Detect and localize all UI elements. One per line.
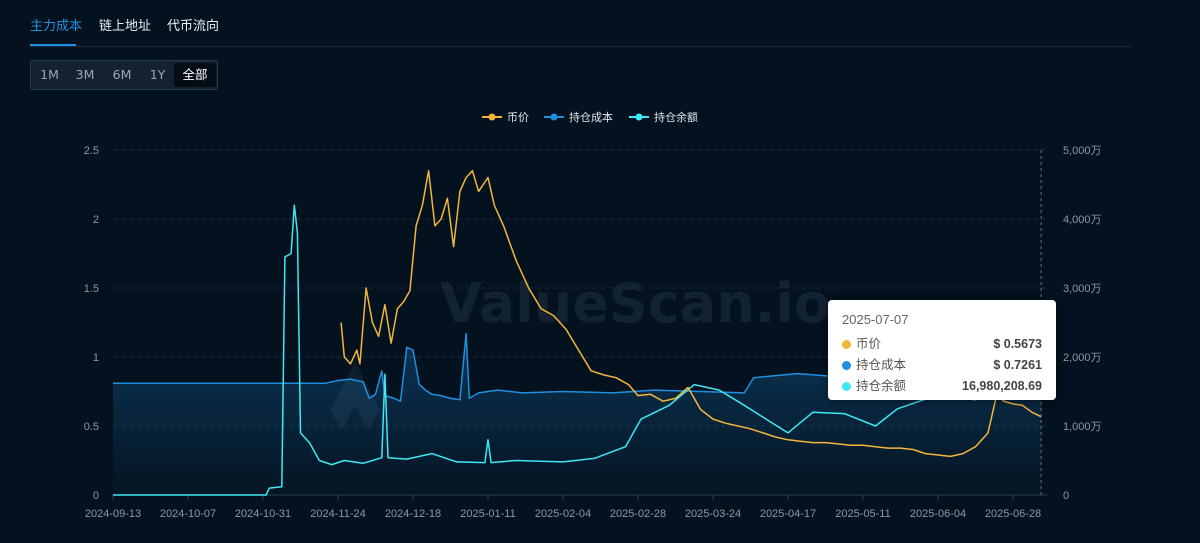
x-tick-label: 2025-05-11 <box>835 508 890 520</box>
tooltip-label-cost: 持仓成本 <box>856 358 907 372</box>
range-button-all[interactable]: 全部 <box>174 63 216 87</box>
y-right-tick-label: 2,000万 <box>1063 352 1102 364</box>
x-tick-label: 2024-10-31 <box>235 508 291 520</box>
tooltip-row-balance: 持仓余额 16,980,208.69 <box>842 376 1056 397</box>
y-left-tick-label: 2.5 <box>84 145 99 157</box>
x-tick-label: 2025-01-11 <box>460 508 515 520</box>
y-right-tick-label: 4,000万 <box>1063 214 1102 226</box>
main-cost-chart[interactable]: ValueScan.io 0 0.5 1 1.5 2 2.5 0 1,000万 2,000万 3,0… <box>0 100 1200 543</box>
tab-token-flow[interactable]: 代币流向 <box>167 19 220 34</box>
tooltip-label-balance: 持仓余额 <box>856 379 907 393</box>
tooltip-row-price: 币价 $ 0.5673 <box>842 334 1056 355</box>
tooltip-value-cost: $ 0.7261 <box>993 358 1042 372</box>
chart-tooltip: 2025-07-07 币价 $ 0.5673 持仓成本 $ 0.7261 持仓余… <box>828 300 1056 400</box>
tooltip-value-price: $ 0.5673 <box>993 337 1042 351</box>
y-left-tick-label: 0.5 <box>84 421 99 433</box>
tooltip-value-balance: 16,980,208.69 <box>962 379 1042 393</box>
range-button-1y[interactable]: 1Y <box>149 67 166 82</box>
price-series-line <box>340 169 1042 458</box>
cost-area-fill <box>113 333 1042 495</box>
legend-label-1: 持仓成本 <box>569 110 613 124</box>
tooltip-date: 2025-07-07 <box>842 312 909 327</box>
balance-series-line <box>113 204 1042 496</box>
legend-label-0: 币价 <box>507 111 529 124</box>
x-tick-label: 2024-12-18 <box>385 508 441 520</box>
legend-marker-1 <box>550 113 558 121</box>
x-tick-label: 2024-11-24 <box>310 508 365 520</box>
legend-marker-2 <box>635 113 643 121</box>
time-range-selector: 1M 3M 6M 1Y 全部 <box>30 60 218 90</box>
y-left-tick-label: 1 <box>93 352 99 364</box>
x-tick-label: 2025-02-28 <box>610 508 666 520</box>
y-left-tick-label: 2 <box>93 214 99 226</box>
x-tick-label: 2024-10-07 <box>160 508 216 520</box>
y-right-tick-label: 5,000万 <box>1063 145 1102 157</box>
x-tick-label: 2025-06-04 <box>910 508 966 520</box>
x-tick-label: 2024-09-13 <box>85 508 141 520</box>
watermark-text: ValueScan.io <box>440 272 831 335</box>
range-button-6m[interactable]: 6M <box>112 67 132 82</box>
tab-onchain-address[interactable]: 链上地址 <box>99 19 152 34</box>
active-tab-underline <box>30 44 76 46</box>
tooltip-dot-cost <box>842 361 851 370</box>
tab-bar: 主力成本 链上地址 代币流向 <box>30 0 1132 47</box>
range-button-1m[interactable]: 1M <box>40 67 59 82</box>
x-tick-label: 2025-06-28 <box>985 508 1041 520</box>
x-tick-label: 2025-04-17 <box>760 508 816 520</box>
x-tick-label: 2025-03-24 <box>685 508 741 520</box>
y-right-tick-label: 0 <box>1063 490 1069 502</box>
tooltip-label-price: 币价 <box>856 337 882 351</box>
tab-main-cost[interactable]: 主力成本 <box>30 19 83 34</box>
y-right-tick-label: 1,000万 <box>1063 421 1102 433</box>
cost-series-line <box>113 332 1042 402</box>
y-left-tick-label: 0 <box>93 490 99 502</box>
tooltip-dot-balance <box>842 382 851 391</box>
x-tick-label: 2025-02-04 <box>535 508 591 520</box>
range-button-3m[interactable]: 3M <box>75 67 95 82</box>
tooltip-row-cost: 持仓成本 $ 0.7261 <box>842 355 1056 376</box>
y-left-tick-label: 1.5 <box>84 283 99 295</box>
tooltip-dot-price <box>842 340 851 349</box>
legend-marker-0 <box>488 113 496 121</box>
y-right-tick-label: 3,000万 <box>1063 283 1102 295</box>
legend-label-2: 持仓余额 <box>654 110 698 124</box>
